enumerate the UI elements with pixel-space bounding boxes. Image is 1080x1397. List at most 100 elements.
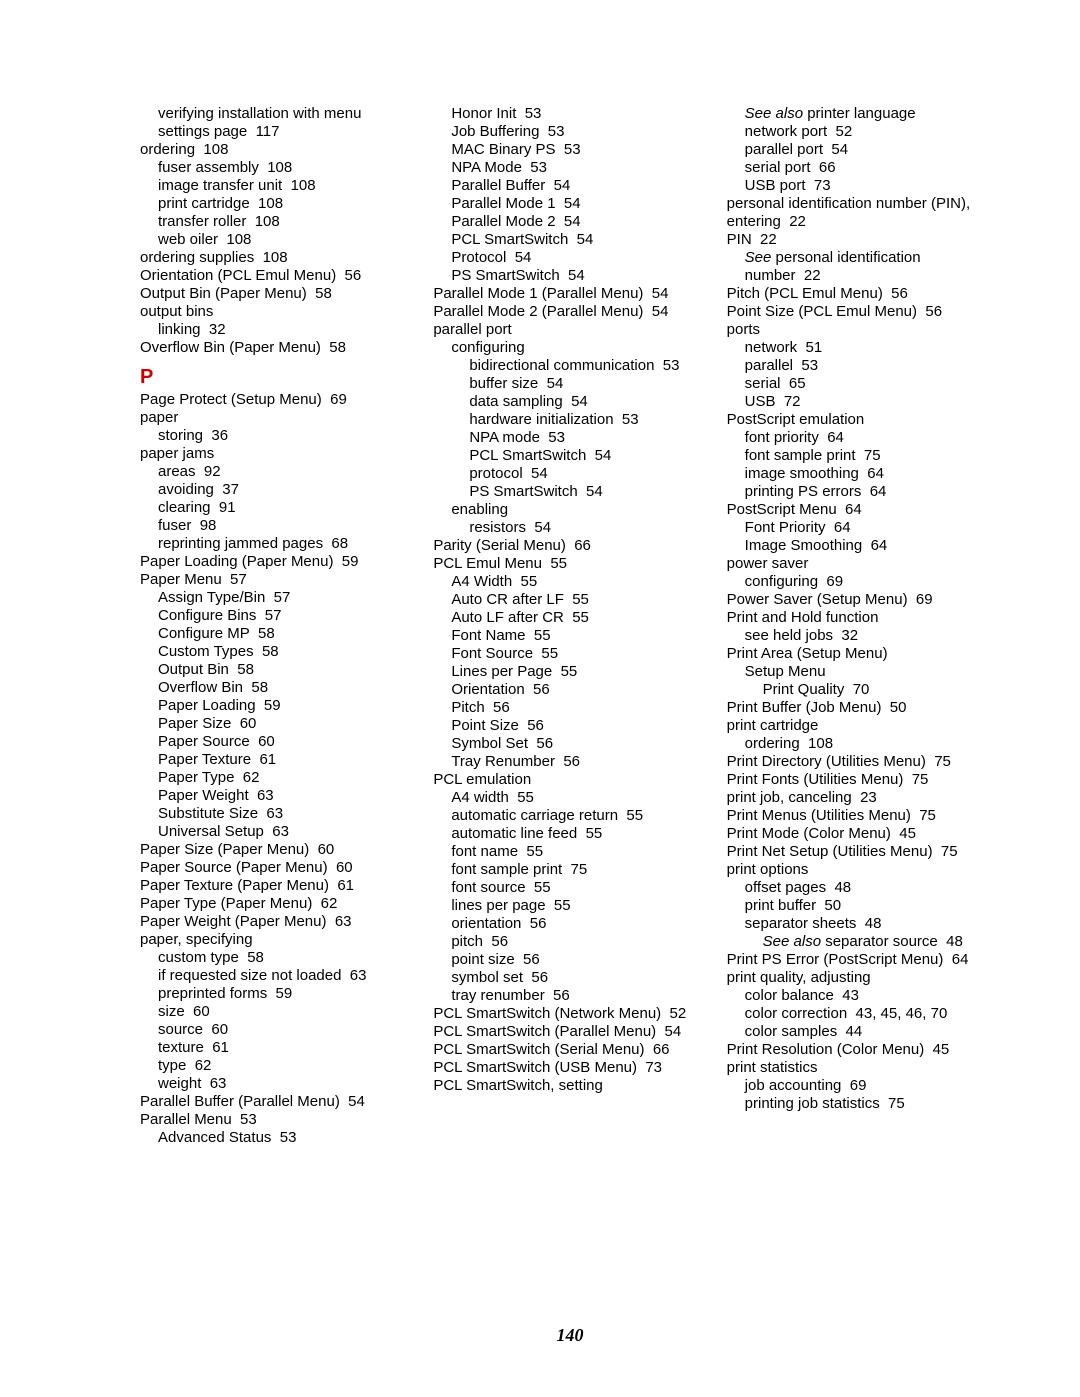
index-entry: Print PS Error (PostScript Menu) 64 (727, 951, 1000, 969)
entry-text: Parallel Buffer (Parallel Menu) (140, 1093, 340, 1110)
index-entry: offset pages 48 (727, 879, 1000, 897)
index-entry: Symbol Set 56 (433, 735, 706, 753)
entry-text: Orientation (PCL Emul Menu) (140, 267, 336, 284)
index-entry: Parallel Mode 2 (Parallel Menu) 54 (433, 303, 706, 321)
entry-text: printing job statistics (745, 1095, 880, 1112)
index-entry: PostScript emulation (727, 411, 1000, 429)
entry-text: weight (158, 1075, 201, 1092)
index-entry: color correction 43, 45, 46, 70 (727, 1005, 1000, 1023)
entry-page: 64 (826, 519, 851, 536)
index-entry: reprinting jammed pages 68 (140, 535, 413, 553)
entry-text: Auto LF after CR (451, 609, 564, 626)
entry-text: network port (745, 123, 828, 140)
index-entry: NPA mode 53 (433, 429, 706, 447)
entry-page: 56 (525, 681, 550, 698)
index-entry: MAC Binary PS 53 (433, 141, 706, 159)
index-entry: enabling (433, 501, 706, 519)
entry-page: 56 (917, 303, 942, 320)
index-entry: Overflow Bin 58 (140, 679, 413, 697)
index-entry: Print Net Setup (Utilities Menu) 75 (727, 843, 1000, 861)
entry-text: font sample print (451, 861, 562, 878)
entry-page: 54 (578, 483, 603, 500)
index-entry: Output Bin (Paper Menu) 58 (140, 285, 413, 303)
index-entry: Print Resolution (Color Menu) 45 (727, 1041, 1000, 1059)
index-entry: A4 Width 55 (433, 573, 706, 591)
entry-page: 65 (781, 375, 806, 392)
index-entry: Point Size 56 (433, 717, 706, 735)
entry-text: font priority (745, 429, 819, 446)
entry-page: 54 (556, 195, 581, 212)
entry-page: 64 (837, 501, 862, 518)
entry-page: 98 (191, 517, 216, 534)
entry-page: 58 (239, 949, 264, 966)
index-entry: power saver (727, 555, 1000, 573)
entry-page: 45 (924, 1041, 949, 1058)
index-entry: Parallel Mode 1 54 (433, 195, 706, 213)
entry-text: Paper Source (158, 733, 250, 750)
entry-text: paper (140, 409, 178, 426)
index-entry: USB 72 (727, 393, 1000, 411)
entry-page: 56 (483, 933, 508, 950)
entry-text: PCL SmartSwitch, setting (433, 1077, 603, 1094)
entry-text: enabling (451, 501, 508, 518)
entry-page: 64 (862, 537, 887, 554)
entry-page: 54 (643, 303, 668, 320)
index-entry: lines per page 55 (433, 897, 706, 915)
index-entry: web oiler 108 (140, 231, 413, 249)
see-also-prefix: See also (745, 105, 803, 122)
entry-page: 75 (903, 771, 928, 788)
index-entry: See also separator source 48 (727, 933, 1000, 951)
index-entry: configuring 69 (727, 573, 1000, 591)
entry-text: Job Buffering (451, 123, 539, 140)
entry-text: Paper Source (Paper Menu) (140, 859, 328, 876)
entry-page: 58 (243, 679, 268, 696)
index-entry: network 51 (727, 339, 1000, 357)
entry-text: Output Bin (Paper Menu) (140, 285, 307, 302)
entry-text: power saver (727, 555, 809, 572)
index-entry: Print Mode (Color Menu) 45 (727, 825, 1000, 843)
entry-page: 48 (826, 879, 851, 896)
entry-page: 56 (883, 285, 908, 302)
entry-page: 73 (637, 1059, 662, 1076)
entry-text: Paper Size (158, 715, 231, 732)
entry-text: see held jobs (745, 627, 833, 644)
entry-page: 108 (250, 195, 283, 212)
entry-page: 55 (546, 897, 571, 914)
index-entry: Print Area (Setup Menu) (727, 645, 1000, 663)
index-entry: Paper Texture (Paper Menu) 61 (140, 877, 413, 895)
entry-text: Parallel Mode 1 (Parallel Menu) (433, 285, 643, 302)
index-entry: font name 55 (433, 843, 706, 861)
index-entry: custom type 58 (140, 949, 413, 967)
index-entry: print statistics (727, 1059, 1000, 1077)
entry-page: 55 (509, 789, 534, 806)
entry-page: 54 (340, 1093, 365, 1110)
entry-page: 62 (234, 769, 259, 786)
entry-page: 54 (538, 375, 563, 392)
index-entry: serial 65 (727, 375, 1000, 393)
entry-page: 108 (218, 231, 251, 248)
index-entry: image smoothing 64 (727, 465, 1000, 483)
letter-heading: P (140, 365, 413, 389)
page-number: 140 (140, 1325, 1000, 1347)
entry-text: linking (158, 321, 201, 338)
index-entry: Paper Size 60 (140, 715, 413, 733)
entry-page: 58 (250, 625, 275, 642)
entry-text: Paper Texture (Paper Menu) (140, 877, 329, 894)
index-entry: Orientation 56 (433, 681, 706, 699)
index-entry: paper, specifying (140, 931, 413, 949)
index-entry: PCL SmartSwitch (Serial Menu) 66 (433, 1041, 706, 1059)
index-entry: Output Bin 58 (140, 661, 413, 679)
entry-page: 60 (203, 1021, 228, 1038)
index-entry: PCL SmartSwitch (Network Menu) 52 (433, 1005, 706, 1023)
index-entry: Pitch 56 (433, 699, 706, 717)
entry-page: 66 (566, 537, 591, 554)
entry-text: separator sheets (745, 915, 857, 932)
entry-page: 108 (195, 141, 228, 158)
entry-text: storing (158, 427, 203, 444)
index-entry: Universal Setup 63 (140, 823, 413, 841)
entry-text: ordering supplies (140, 249, 254, 266)
entry-text: buffer size (469, 375, 538, 392)
entry-text: image smoothing (745, 465, 859, 482)
index-entry: paper (140, 409, 413, 427)
index-entry: tray renumber 56 (433, 987, 706, 1005)
